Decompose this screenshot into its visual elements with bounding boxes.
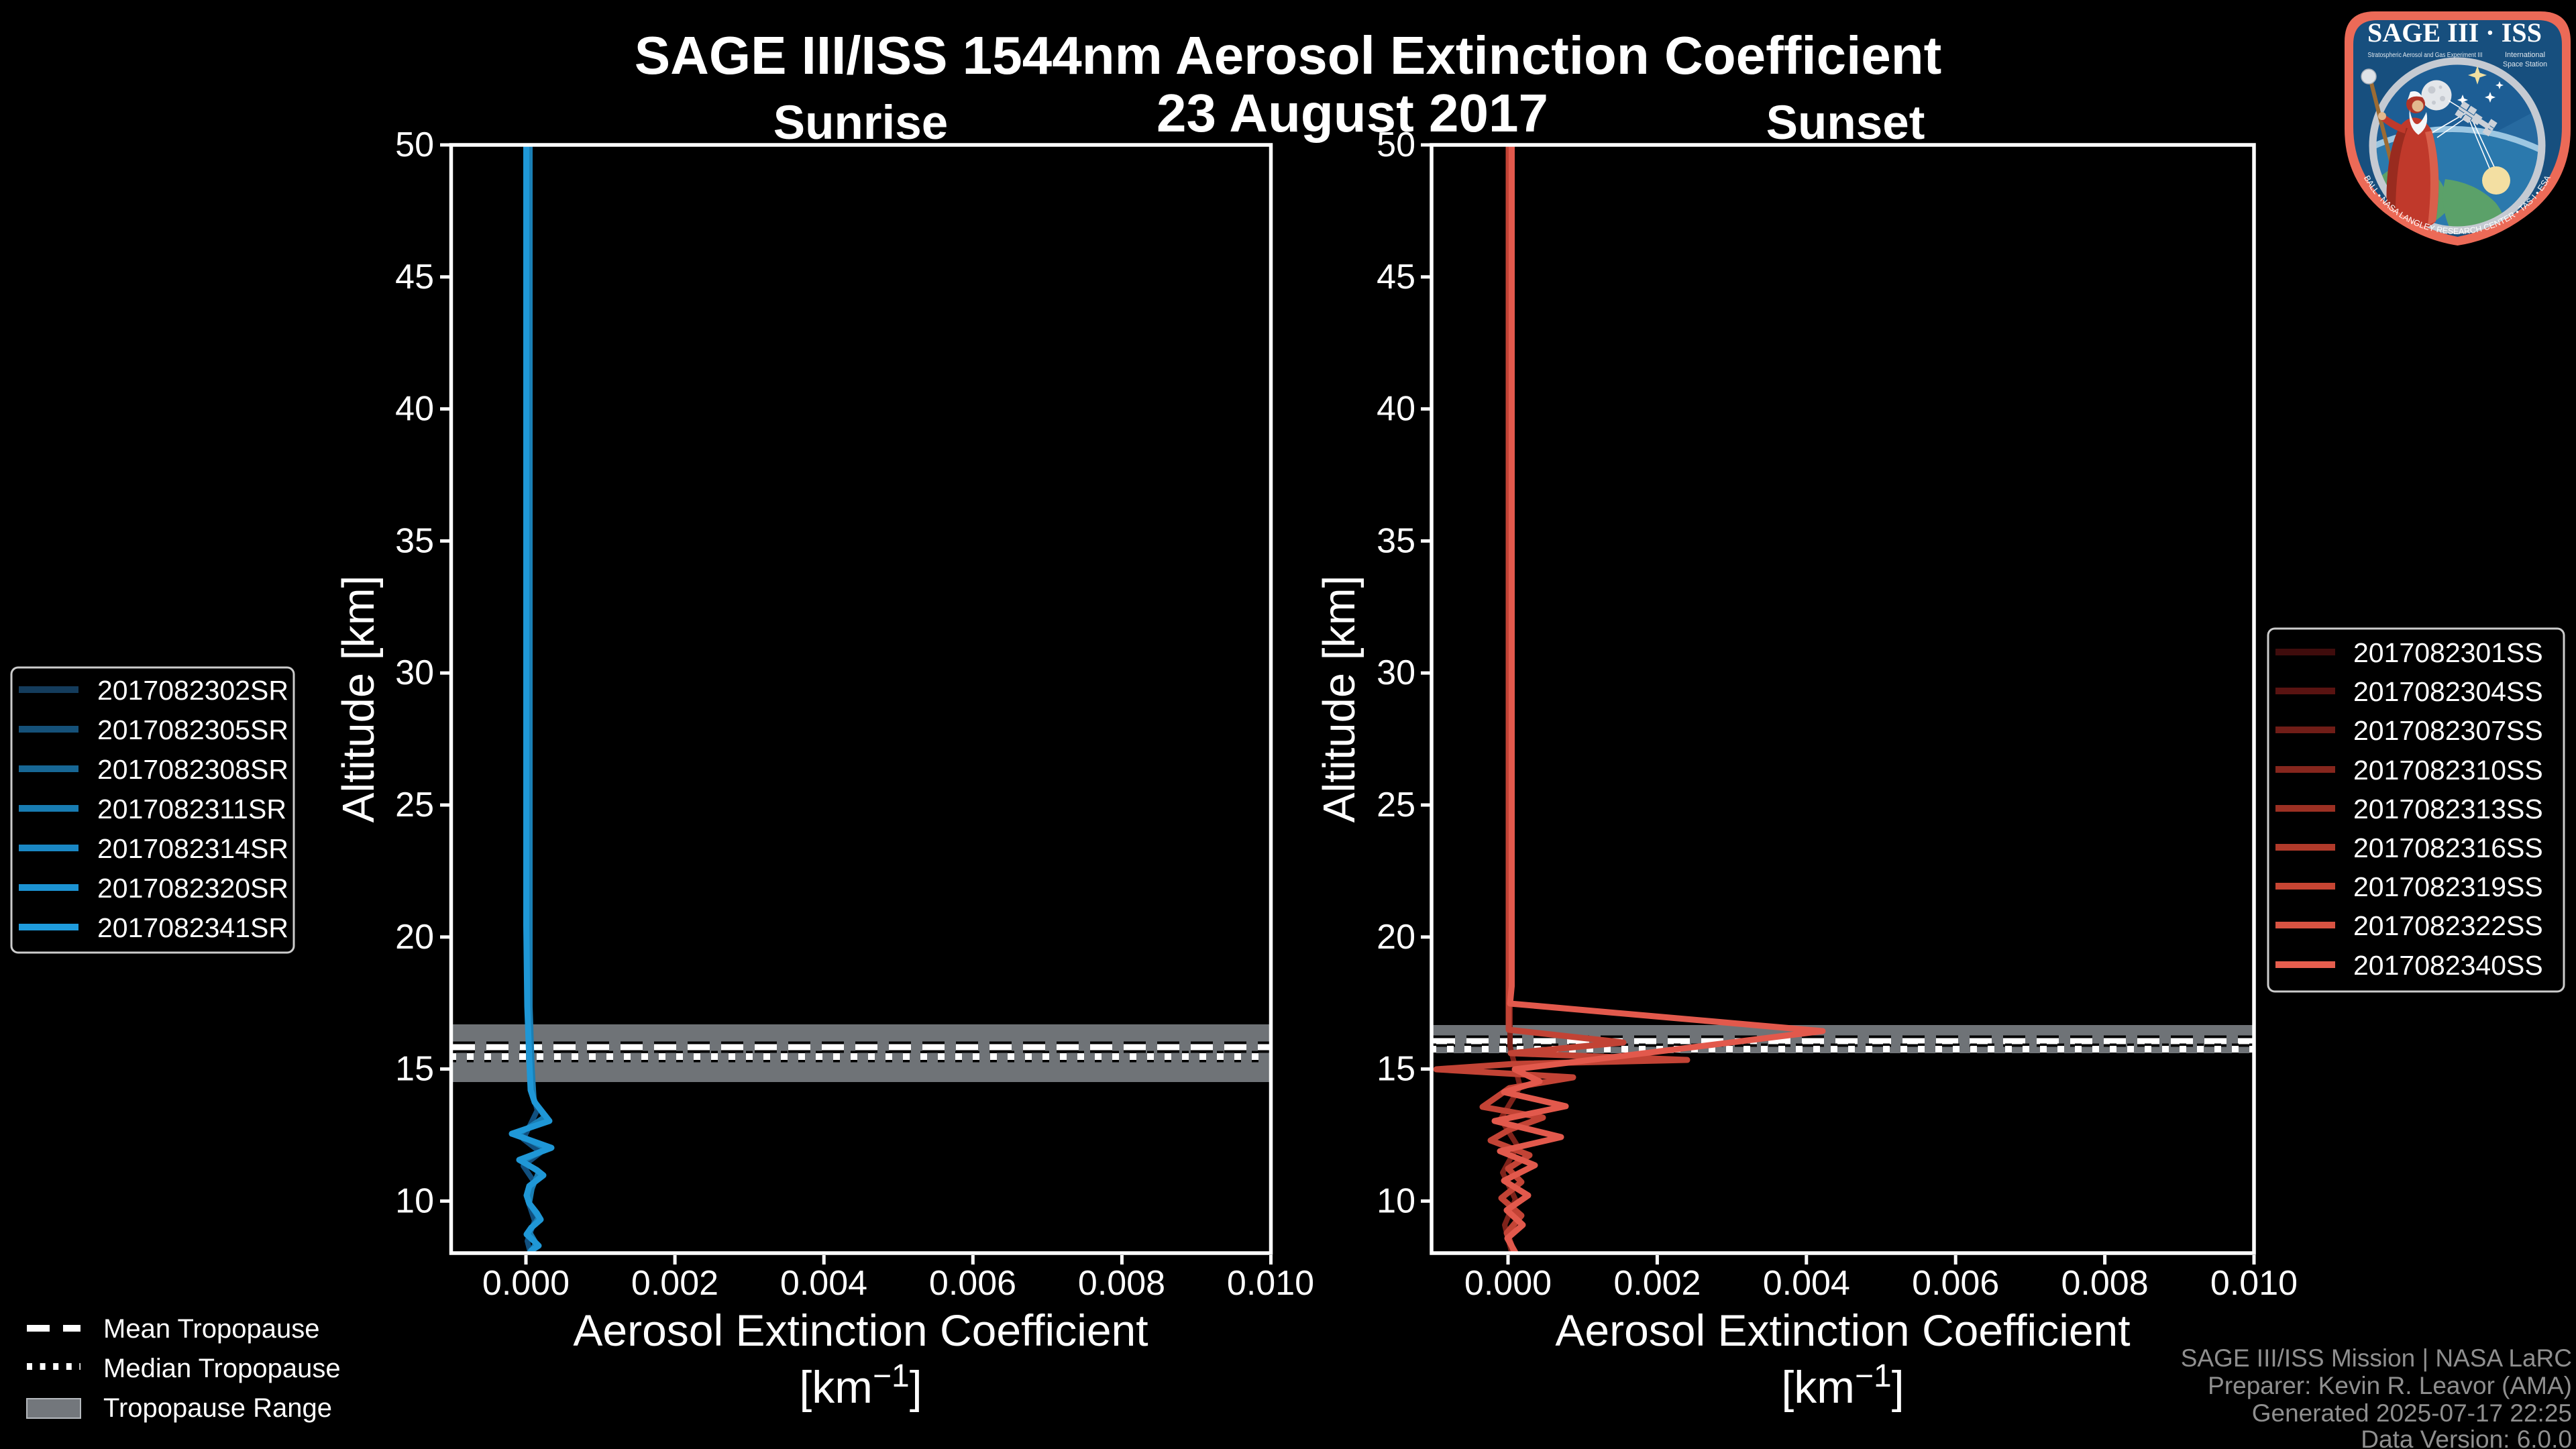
svg-text:Space Station: Space Station [2503,60,2547,68]
svg-text:45: 45 [395,258,434,297]
svg-text:Sunset: Sunset [1766,97,1925,150]
svg-text:0.004: 0.004 [1763,1264,1850,1303]
svg-text:Stratospheric Aerosol and Gas: Stratospheric Aerosol and Gas Experiment… [2368,52,2483,59]
svg-text:Sunrise: Sunrise [773,97,948,150]
svg-text:2017082319SS: 2017082319SS [2353,871,2543,902]
svg-text:0.006: 0.006 [1912,1264,1999,1303]
svg-text:20: 20 [395,918,434,957]
svg-text:International: International [2505,51,2545,59]
svg-text:23 August 2017: 23 August 2017 [1157,83,1548,143]
svg-text:2017082311SR: 2017082311SR [97,794,286,824]
svg-text:40: 40 [395,390,434,429]
svg-text:SAGE III/ISS 1544nm Aerosol Ex: SAGE III/ISS 1544nm Aerosol Extinction C… [635,25,1942,85]
svg-text:Data Version: 6.0.0: Data Version: 6.0.0 [2361,1426,2572,1449]
svg-text:Altitude [km]: Altitude [km] [333,576,384,823]
svg-text:0.006: 0.006 [929,1264,1016,1303]
svg-text:30: 30 [1377,653,1415,692]
svg-text:0.000: 0.000 [1464,1264,1552,1303]
svg-text:Altitude [km]: Altitude [km] [1314,576,1364,823]
svg-text:Mean Tropopause: Mean Tropopause [103,1314,319,1344]
svg-text:0.008: 0.008 [1078,1264,1165,1303]
svg-text:Aerosol Extinction Coefficient: Aerosol Extinction Coefficient [1555,1305,2130,1355]
svg-text:2017082304SS: 2017082304SS [2353,676,2543,707]
svg-text:2017082305SR: 2017082305SR [97,714,288,745]
svg-text:Aerosol Extinction Coefficient: Aerosol Extinction Coefficient [573,1305,1148,1355]
svg-text:0.002: 0.002 [1613,1264,1701,1303]
svg-text:SAGE III · ISS: SAGE III · ISS [2367,17,2542,48]
svg-text:2017082307SS: 2017082307SS [2353,715,2543,746]
svg-text:Median Tropopause: Median Tropopause [103,1354,341,1383]
svg-text:0.000: 0.000 [482,1264,570,1303]
svg-text:25: 25 [1377,786,1415,824]
svg-text:2017082302SR: 2017082302SR [97,675,288,706]
svg-text:10: 10 [1377,1181,1415,1220]
svg-text:2017082340SS: 2017082340SS [2353,950,2543,981]
svg-text:Generated 2025-07-17 22:25: Generated 2025-07-17 22:25 [2252,1399,2572,1427]
svg-text:2017082320SR: 2017082320SR [97,873,288,904]
svg-text:0.010: 0.010 [1227,1264,1314,1303]
svg-text:35: 35 [1377,521,1415,560]
svg-text:2017082308SR: 2017082308SR [97,754,288,785]
svg-text:25: 25 [395,786,434,824]
svg-text:30: 30 [395,653,434,692]
svg-text:15: 15 [1377,1050,1415,1089]
svg-text:15: 15 [395,1050,434,1089]
svg-text:2017082301SS: 2017082301SS [2353,637,2543,668]
svg-text:Tropopause Range: Tropopause Range [103,1393,332,1423]
svg-text:50: 50 [395,125,434,164]
svg-text:Preparer: Kevin R. Leavor (AMA: Preparer: Kevin R. Leavor (AMA) [2208,1372,2572,1399]
svg-text:40: 40 [1377,390,1415,429]
svg-text:2017082322SS: 2017082322SS [2353,910,2543,941]
svg-text:50: 50 [1377,125,1415,164]
svg-text:2017082341SR: 2017082341SR [97,912,288,943]
svg-text:2017082313SS: 2017082313SS [2353,794,2543,824]
svg-text:0.004: 0.004 [780,1264,867,1303]
svg-text:2017082310SS: 2017082310SS [2353,755,2543,786]
svg-text:0.002: 0.002 [631,1264,718,1303]
svg-text:0.008: 0.008 [2061,1264,2149,1303]
svg-text:0.010: 0.010 [2210,1264,2298,1303]
svg-text:45: 45 [1377,258,1415,297]
svg-text:35: 35 [395,521,434,560]
svg-text:2017082316SS: 2017082316SS [2353,833,2543,863]
svg-text:20: 20 [1377,918,1415,957]
svg-text:SAGE III/ISS Mission | NASA La: SAGE III/ISS Mission | NASA LaRC [2181,1344,2572,1372]
svg-text:2017082314SR: 2017082314SR [97,833,288,864]
svg-text:10: 10 [395,1181,434,1220]
